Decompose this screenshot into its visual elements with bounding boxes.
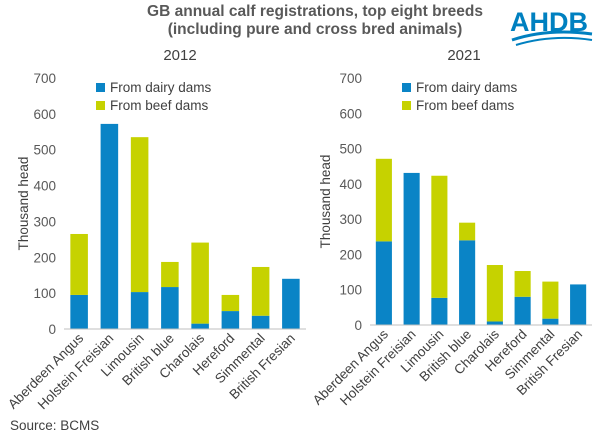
title-line-1: GB annual calf registrations, top eight … (147, 3, 483, 20)
y-tick-label: 300 (339, 212, 362, 227)
legend-label-beef: From beef dams (110, 98, 209, 113)
bar-aberdeen-angus-dairy (375, 241, 392, 325)
y-tick-label: 200 (339, 247, 362, 262)
bar-british-fresian-dairy (282, 278, 300, 329)
y-tick-label: 600 (33, 107, 56, 122)
bar-charolais-dairy (191, 323, 209, 329)
bar-aberdeen-angus-beef (70, 233, 88, 295)
bar-british-blue-beef (459, 222, 476, 241)
bar-limousin-dairy (130, 292, 149, 329)
y-tick-label: 700 (33, 71, 56, 86)
bar-limousin-beef (431, 175, 448, 298)
bar-hereford-beef (514, 271, 531, 297)
ahdb-logo: AHDB (510, 7, 593, 46)
bar-simmental-dairy (251, 315, 270, 329)
bar-limousin-dairy (431, 297, 448, 325)
legend-label-beef: From beef dams (416, 98, 515, 113)
bar-aberdeen-angus-beef (375, 158, 392, 242)
legend-swatch-dairy (96, 83, 105, 92)
bar-hereford-beef (221, 294, 240, 312)
source-note: Source: BCMS (10, 418, 100, 433)
bar-british-fresian-dairy (570, 284, 587, 325)
legend-swatch-beef (402, 101, 411, 110)
legend-swatch-dairy (402, 83, 411, 92)
legend-label-dairy: From dairy dams (416, 80, 518, 95)
y-tick-label: 400 (33, 179, 56, 194)
y-tick-label: 200 (33, 250, 56, 265)
panel-title: 2021 (447, 47, 480, 64)
y-tick-label: 100 (33, 286, 56, 301)
legend-label-dairy: From dairy dams (110, 80, 212, 95)
y-tick-label: 0 (354, 318, 362, 333)
bar-simmental-beef (251, 266, 270, 316)
bar-charolais-beef (486, 265, 503, 322)
bar-hereford-dairy (514, 296, 531, 325)
panel-title: 2012 (163, 47, 196, 64)
bar-aberdeen-angus-dairy (70, 294, 88, 329)
bar-simmental-beef (542, 281, 559, 319)
bar-charolais-dairy (486, 321, 503, 325)
bar-british-blue-dairy (161, 287, 179, 329)
y-tick-label: 700 (339, 71, 362, 86)
bar-british-blue-dairy (459, 240, 476, 325)
bar-british-blue-beef (161, 261, 179, 288)
y-tick-label: 500 (339, 142, 362, 157)
legend-swatch-beef (96, 101, 105, 110)
bar-limousin-beef (130, 137, 149, 293)
bar-hereford-dairy (221, 311, 240, 329)
bar-charolais-beef (191, 242, 209, 324)
bar-simmental-dairy (542, 318, 559, 325)
y-tick-label: 600 (339, 106, 362, 121)
y-tick-label: 400 (339, 177, 362, 192)
bar-holstein-freisian-dairy (100, 123, 119, 329)
y-axis-label: Thousand head (16, 157, 31, 251)
y-tick-label: 0 (48, 322, 56, 337)
y-tick-label: 100 (339, 283, 362, 298)
y-tick-label: 300 (33, 214, 56, 229)
title-line-2: (including pure and cross bred animals) (167, 21, 463, 38)
chart-title: GB annual calf registrations, top eight … (120, 3, 510, 39)
y-tick-label: 500 (33, 143, 56, 158)
bar-holstein-freisian-dairy (403, 172, 420, 325)
y-axis-label: Thousand head (318, 155, 333, 249)
